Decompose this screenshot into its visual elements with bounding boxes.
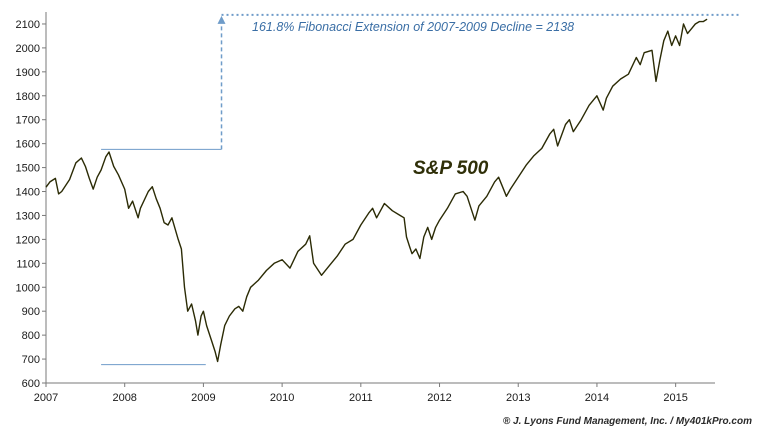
y-tick-label: 2000	[16, 43, 40, 55]
x-tick-label: 2013	[506, 392, 530, 404]
y-tick-label: 1200	[16, 234, 40, 246]
series-label: S&P 500	[413, 158, 489, 179]
x-tick-label: 2014	[585, 392, 609, 404]
x-tick-label: 2009	[191, 392, 215, 404]
x-tick-label: 2015	[663, 392, 687, 404]
y-tick-label: 1700	[16, 115, 40, 127]
fib-annotation: 161.8% Fibonacci Extension of 2007-2009 …	[252, 20, 574, 34]
series-line	[45, 18, 708, 363]
x-tick-label: 2007	[34, 392, 58, 404]
y-tick-label: 1800	[16, 91, 40, 103]
y-tick-label: 1400	[16, 187, 40, 199]
extension-arrow-head	[217, 15, 226, 24]
y-tick-label: 1600	[16, 139, 40, 151]
x-tick-label: 2011	[349, 392, 373, 404]
x-tick-label: 2012	[427, 392, 451, 404]
y-tick-label: 600	[22, 378, 40, 390]
x-tick-label: 2008	[112, 392, 136, 404]
y-tick-label: 700	[22, 354, 40, 366]
y-tick-label: 1300	[16, 210, 40, 222]
y-tick-label: 1100	[16, 258, 40, 270]
y-tick-label: 1900	[16, 67, 40, 79]
y-tick-label: 1500	[16, 163, 40, 175]
y-tick-label: 1000	[16, 282, 40, 294]
reference-lines	[101, 13, 739, 366]
x-axis: 2007 2008 2009 2010 2011 2012 2013 2014 2015	[34, 382, 715, 404]
y-tick-label: 800	[22, 330, 40, 342]
x-tick-label: 2010	[270, 392, 294, 404]
series-group	[45, 18, 708, 363]
y-axis: 600 700 800 900 1000 1100 1200 1300 1400 1500 1600…	[16, 12, 47, 390]
y-tick-label: 2100	[16, 19, 40, 31]
credit-text: ® J. Lyons Fund Management, Inc. / My401…	[503, 416, 752, 427]
y-tick-label: 900	[22, 306, 40, 318]
